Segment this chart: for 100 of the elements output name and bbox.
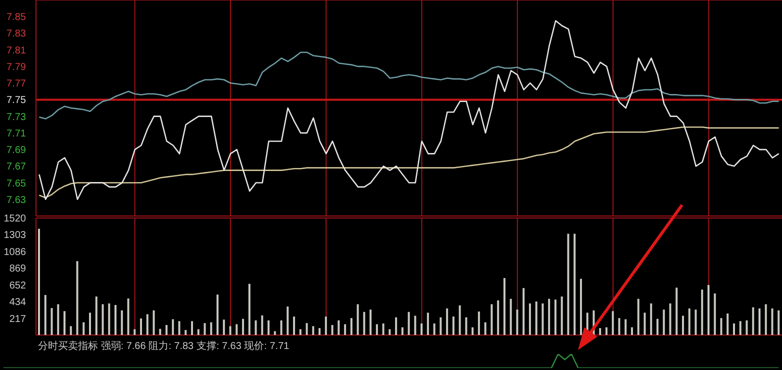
bar	[114, 304, 117, 335]
y-tick-label: 217	[9, 314, 26, 325]
bar	[778, 310, 780, 335]
y-tick-label: 7.85	[6, 12, 26, 24]
bar	[344, 324, 346, 335]
bar	[236, 324, 238, 335]
bar	[637, 298, 640, 335]
bar	[707, 284, 710, 335]
bar	[560, 296, 563, 335]
bar	[152, 310, 155, 335]
bar	[714, 293, 716, 335]
bar	[395, 317, 398, 335]
y-tick-label: 1520	[4, 214, 26, 224]
y-tick-label: 7.79	[6, 62, 26, 73]
bar	[331, 324, 334, 335]
bar	[580, 278, 582, 335]
bar	[134, 329, 136, 335]
bar	[350, 318, 352, 335]
bar	[356, 304, 359, 335]
bar	[76, 261, 78, 335]
bar	[312, 326, 314, 335]
bar	[605, 327, 608, 335]
bar	[242, 318, 244, 335]
bar	[465, 317, 468, 335]
bar	[720, 318, 722, 335]
bar	[676, 288, 678, 335]
bar	[293, 316, 296, 335]
bar	[286, 306, 289, 335]
bar	[746, 320, 748, 335]
bar	[254, 320, 257, 335]
bar	[408, 312, 410, 335]
bar	[472, 327, 474, 335]
bar	[299, 329, 302, 335]
y-tick-label: 7.83	[6, 28, 26, 40]
bar	[656, 318, 658, 335]
bar	[726, 313, 729, 335]
bar	[82, 322, 85, 335]
bar	[771, 308, 774, 335]
bar	[95, 296, 98, 335]
bar	[324, 316, 327, 335]
bar	[612, 311, 614, 335]
line-series	[38, 52, 780, 120]
bar	[229, 326, 232, 335]
bar	[172, 319, 174, 335]
bar	[306, 323, 308, 335]
bar	[542, 303, 544, 335]
bar	[280, 320, 282, 335]
bar	[261, 315, 264, 335]
bar	[50, 308, 53, 335]
y-tick-label: 7.77	[6, 78, 26, 90]
bar	[433, 323, 436, 335]
bar	[484, 322, 486, 335]
bar	[490, 304, 493, 335]
bar	[510, 298, 512, 335]
bar	[197, 329, 200, 335]
bar	[102, 304, 104, 335]
bar	[222, 320, 225, 335]
bar	[440, 317, 442, 335]
y-tick-label: 7.63	[6, 194, 26, 206]
bar	[382, 323, 384, 335]
bar	[44, 294, 46, 335]
bar	[516, 310, 518, 335]
bar	[370, 310, 372, 335]
bar	[426, 312, 429, 335]
bar	[567, 234, 570, 335]
y-tick-label: 869	[9, 264, 26, 275]
bar	[178, 321, 180, 335]
y-tick-label: 7.65	[6, 178, 26, 190]
y-tick-label: 652	[9, 280, 26, 292]
bar	[210, 322, 212, 335]
y-tick-label: 7.81	[6, 45, 26, 56]
bar	[548, 298, 550, 335]
bar	[650, 303, 652, 335]
y-tick-label: 7.69	[6, 145, 26, 156]
bar	[739, 321, 742, 335]
y-tick-label: 7.67	[6, 162, 26, 173]
bar	[108, 303, 110, 335]
bar	[248, 284, 250, 335]
bar	[140, 318, 142, 335]
bar	[70, 326, 72, 335]
bar	[89, 312, 92, 335]
bar	[701, 290, 704, 335]
bar	[528, 303, 531, 335]
bar	[446, 308, 448, 335]
bar	[688, 308, 690, 335]
bar	[420, 323, 423, 335]
y-tick-label: 1086	[4, 246, 26, 258]
y-tick-label: 7.73	[6, 112, 26, 123]
bar	[184, 330, 187, 335]
bar	[764, 304, 767, 335]
bar	[338, 320, 340, 335]
y-tick-label: 7.71	[6, 128, 26, 140]
bar	[618, 318, 620, 335]
bar	[38, 228, 40, 335]
bar	[268, 320, 270, 335]
y-tick-label: 1303	[4, 230, 26, 242]
bar	[414, 316, 416, 335]
bar	[458, 305, 461, 335]
bar	[166, 324, 168, 335]
bar	[758, 308, 760, 335]
